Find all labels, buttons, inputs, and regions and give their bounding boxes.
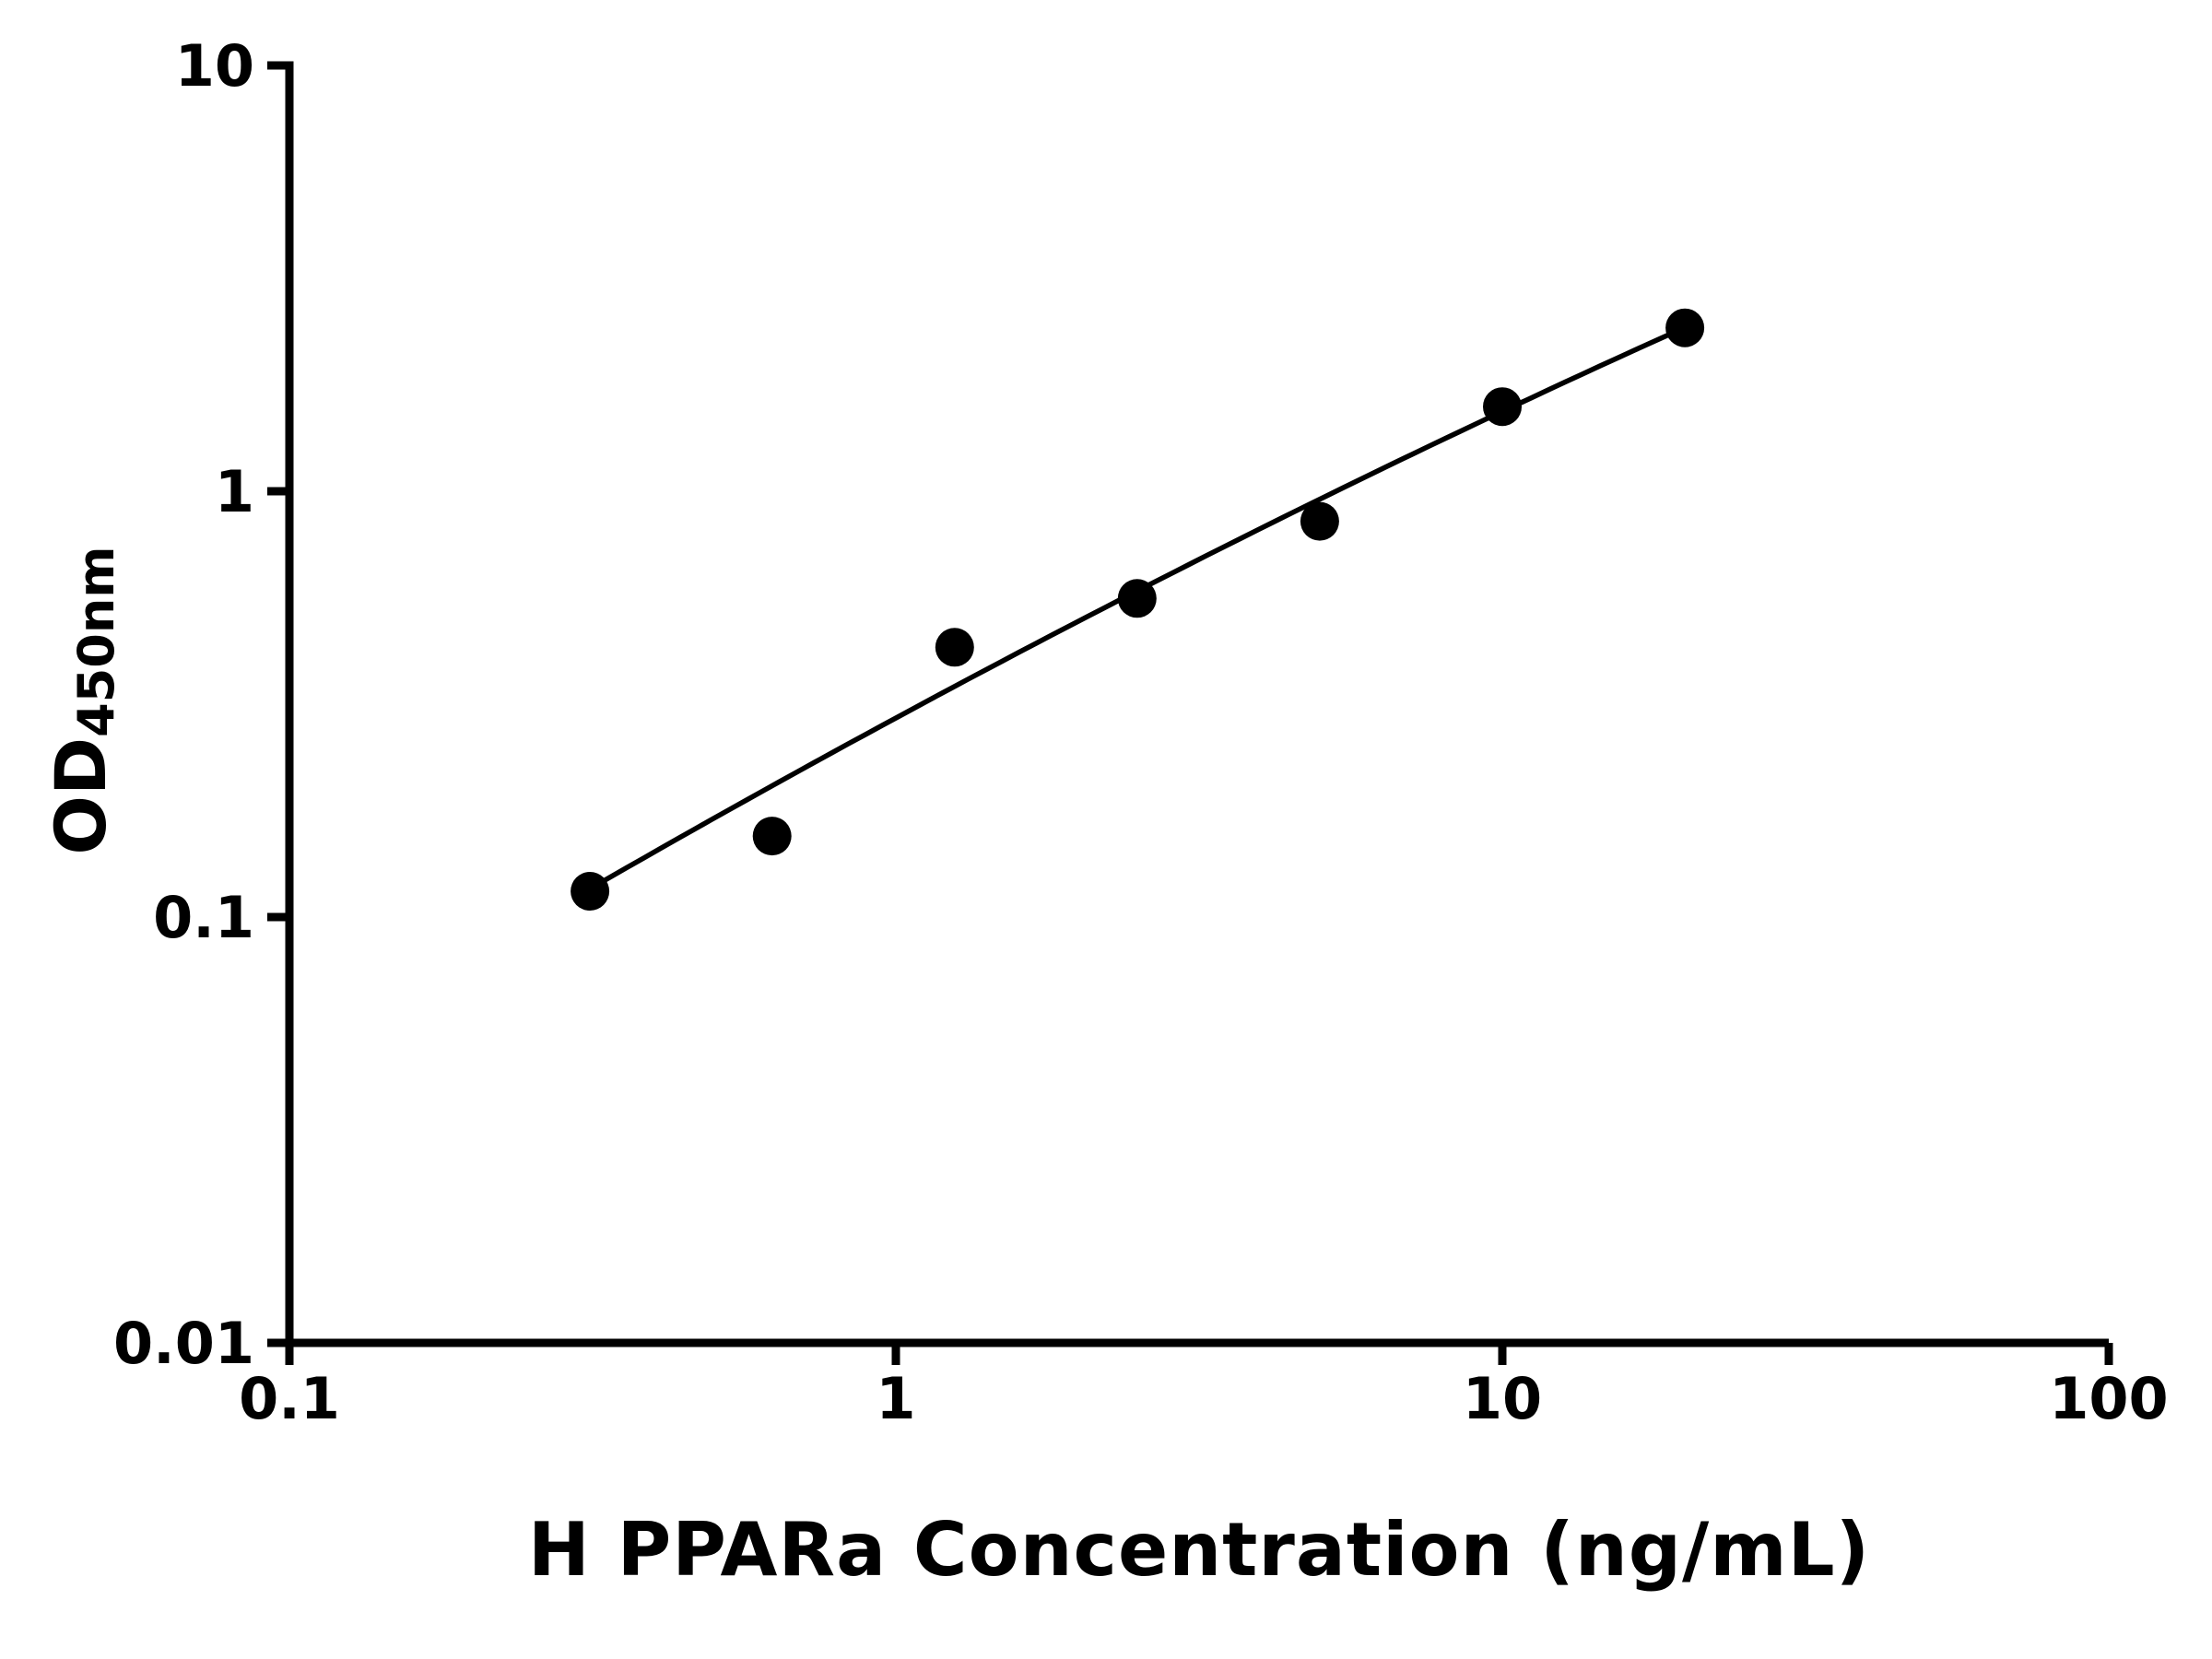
x-axis-title: H PPARa Concentration (ng/mL) bbox=[527, 1507, 1871, 1593]
data-point bbox=[935, 628, 974, 667]
y-tick-label: 0.01 bbox=[113, 1310, 254, 1377]
data-point bbox=[1300, 501, 1339, 541]
y-tick-label: 0.1 bbox=[153, 884, 254, 951]
x-tick-label: 100 bbox=[2049, 1365, 2168, 1432]
data-point bbox=[1665, 308, 1705, 347]
y-axis-title-subscript: 450nm bbox=[67, 546, 125, 737]
data-point bbox=[752, 817, 792, 856]
y-tick-label: 1 bbox=[215, 458, 254, 525]
x-tick-label: 1 bbox=[876, 1365, 915, 1432]
data-point bbox=[1483, 387, 1522, 427]
data-points-group bbox=[571, 308, 1705, 911]
data-point bbox=[571, 872, 610, 911]
y-tick-label: 10 bbox=[175, 32, 254, 100]
data-point bbox=[1117, 579, 1157, 618]
x-tick-label: 10 bbox=[1463, 1365, 1542, 1432]
x-tick-label: 0.1 bbox=[239, 1365, 340, 1432]
y-axis-title: OD450nm bbox=[40, 546, 125, 854]
y-axis-title-main: OD bbox=[40, 736, 122, 855]
